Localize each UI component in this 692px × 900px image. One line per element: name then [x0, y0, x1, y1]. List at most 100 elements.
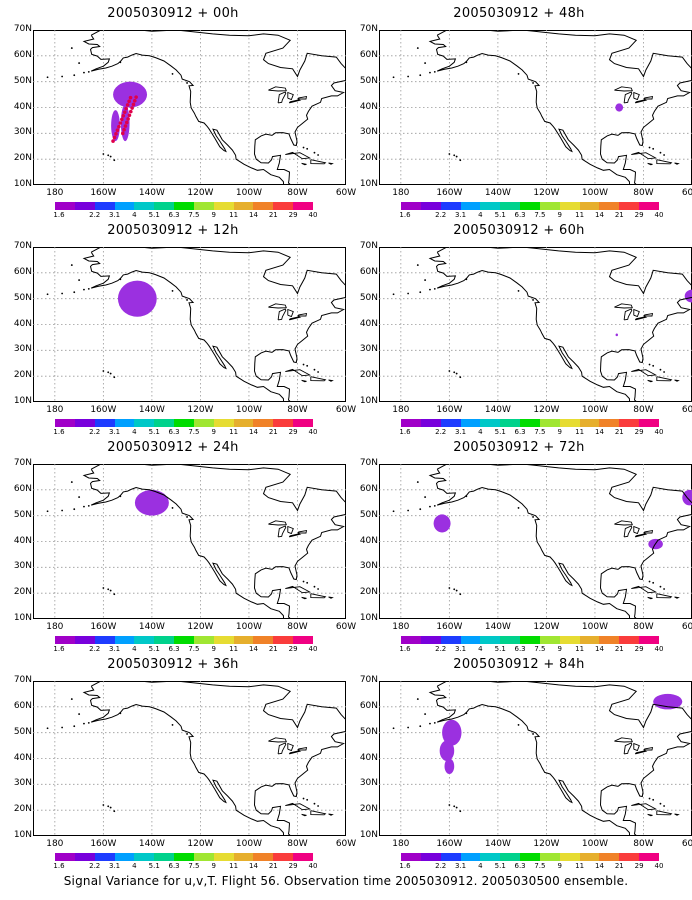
colorbar-label: 21 — [614, 211, 624, 219]
great-lake — [614, 303, 633, 309]
lat-tick-label: 40N — [13, 318, 32, 329]
small-island — [87, 287, 90, 290]
colorbar-swatch — [480, 419, 501, 427]
lat-tick-label: 20N — [13, 804, 32, 815]
lat-tick-label: 10N — [13, 613, 32, 623]
colorbar-swatch — [74, 202, 95, 210]
colorbar-swatch — [639, 636, 659, 644]
small-island — [78, 62, 81, 64]
coastline — [82, 30, 346, 185]
track-point — [132, 98, 137, 103]
colorbar-label: 21 — [614, 862, 624, 870]
great-lake — [287, 742, 294, 752]
small-island — [455, 806, 458, 809]
small-island — [659, 802, 662, 805]
coastline — [428, 464, 692, 619]
track-point — [128, 95, 133, 100]
lat-tick-label: 20N — [359, 370, 378, 381]
small-island — [113, 376, 116, 379]
colorbar-swatch — [253, 636, 274, 644]
lat-tick-label: 20N — [13, 370, 32, 381]
colorbar-swatch — [253, 419, 274, 427]
colorbar — [55, 636, 313, 644]
colorbar-swatch — [619, 636, 640, 644]
colorbar-label: 40 — [654, 645, 664, 653]
great-lake — [633, 525, 640, 535]
small-island — [171, 724, 174, 726]
lon-tick-label: 160W — [436, 188, 463, 198]
great-lake — [623, 308, 633, 321]
small-island — [659, 151, 662, 154]
great-lake — [288, 316, 302, 321]
caribbean-island — [631, 368, 658, 377]
great-lake — [634, 750, 648, 755]
colorbar-label: 40 — [654, 211, 664, 219]
small-island — [532, 516, 534, 518]
colorbar-swatch — [213, 419, 234, 427]
lat-tick-label: 40N — [13, 752, 32, 763]
colorbar-swatch — [74, 636, 95, 644]
small-island — [186, 82, 188, 84]
small-island — [113, 810, 116, 813]
colorbar-swatch — [273, 419, 294, 427]
small-island — [453, 154, 456, 157]
colorbar-label: 6.3 — [514, 211, 526, 219]
lat-tick-label: 40N — [13, 535, 32, 546]
great-lake — [643, 530, 654, 534]
colorbar-swatch — [401, 419, 421, 427]
lat-tick-label: 50N — [359, 726, 378, 737]
variance-shading — [113, 81, 148, 108]
lon-tick-label: 100W — [235, 188, 262, 198]
colorbar-label: 6.3 — [168, 211, 180, 219]
colorbar-swatch — [55, 419, 75, 427]
lon-tick-label: 100W — [581, 622, 608, 632]
lat-tick-label: 20N — [359, 587, 378, 598]
colorbar — [55, 853, 313, 861]
colorbar — [55, 419, 313, 427]
track-point — [117, 124, 121, 129]
colorbar-swatch — [520, 853, 540, 861]
colorbar-swatch — [55, 853, 75, 861]
colorbar-label: 7.5 — [534, 428, 546, 436]
small-island — [455, 589, 458, 592]
colorbar-label: 9 — [211, 862, 216, 870]
colorbar-swatch — [440, 853, 461, 861]
lat-tick-label: 30N — [359, 127, 378, 138]
colorbar-swatch — [599, 636, 620, 644]
colorbar-swatch — [619, 419, 640, 427]
variance-shading — [684, 289, 692, 303]
colorbar-swatch — [579, 202, 600, 210]
panel-title: 2005030912 + 24h — [107, 440, 239, 455]
small-island — [448, 370, 451, 372]
small-island — [429, 288, 431, 291]
colorbar-swatch — [233, 202, 254, 210]
small-island — [102, 587, 105, 589]
colorbar-swatch — [273, 202, 294, 210]
caribbean-island — [674, 596, 680, 599]
colorbar-swatch — [559, 853, 580, 861]
colorbar-label: 1.6 — [399, 645, 411, 653]
lon-tick-label: 120W — [187, 622, 214, 632]
panel-title: 2005030912 + 12h — [107, 223, 239, 238]
small-island — [465, 712, 468, 715]
colorbar-label: 14 — [248, 211, 258, 219]
small-island — [416, 481, 419, 483]
colorbar-swatch — [520, 419, 540, 427]
colorbar-swatch — [154, 636, 175, 644]
caribbean-island — [656, 159, 673, 165]
forecast-panel-5: 2005030912 + 72h 70N 60N 50N 40N 30N 20N 10N 18… — [346, 434, 692, 659]
lon-tick-label: 160W — [90, 839, 117, 849]
lon-tick-label: 160W — [436, 622, 463, 632]
colorbar-swatch — [114, 853, 135, 861]
map-frame — [379, 30, 692, 185]
map-frame — [33, 681, 346, 836]
lat-tick-label: 60N — [13, 483, 32, 494]
colorbar-label: 7.5 — [534, 211, 546, 219]
colorbar-swatch — [401, 853, 421, 861]
track-point — [123, 124, 128, 128]
colorbar-label: 14 — [248, 645, 258, 653]
colorbar — [55, 202, 313, 210]
colorbar-label: 29 — [634, 428, 644, 436]
caribbean-island — [301, 813, 307, 817]
colorbar-label: 6.3 — [514, 428, 526, 436]
